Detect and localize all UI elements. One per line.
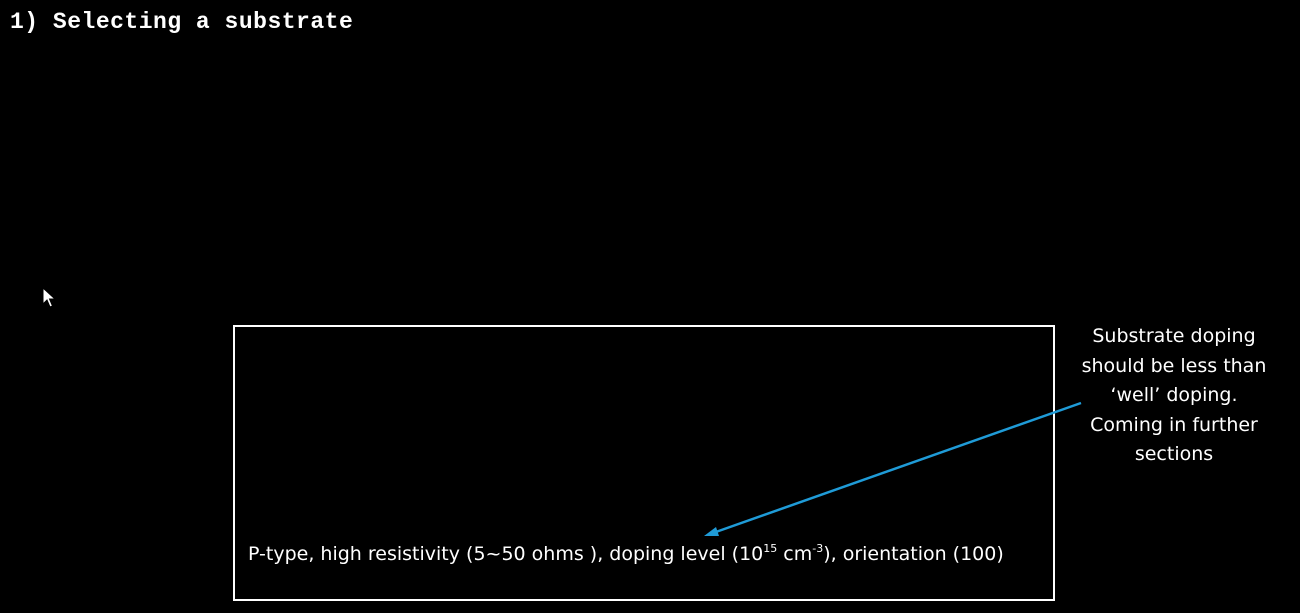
doping-exponent: 15 — [763, 542, 778, 555]
note-line: sections — [1134, 443, 1214, 465]
description-suffix: ), orientation (100) — [823, 543, 1004, 565]
doping-note: Substrate doping should be less than ‘we… — [1068, 322, 1280, 470]
note-line: Coming in further — [1090, 413, 1258, 436]
note-line: should be less than — [1081, 354, 1267, 377]
description-middle: cm — [777, 543, 813, 565]
note-line: ‘well’ doping. — [1110, 384, 1238, 406]
slide-title: 1) Selecting a substrate — [10, 9, 354, 35]
substrate-box: P-type, high resistivity (5~50 ohms ), d… — [233, 325, 1055, 601]
mouse-pointer-icon — [42, 287, 56, 308]
note-line: Substrate doping — [1092, 325, 1256, 347]
description-prefix: P-type, high resistivity (5~50 ohms ), d… — [248, 543, 764, 565]
substrate-description: P-type, high resistivity (5~50 ohms ), d… — [248, 542, 1004, 565]
unit-exponent: -3 — [812, 542, 824, 555]
